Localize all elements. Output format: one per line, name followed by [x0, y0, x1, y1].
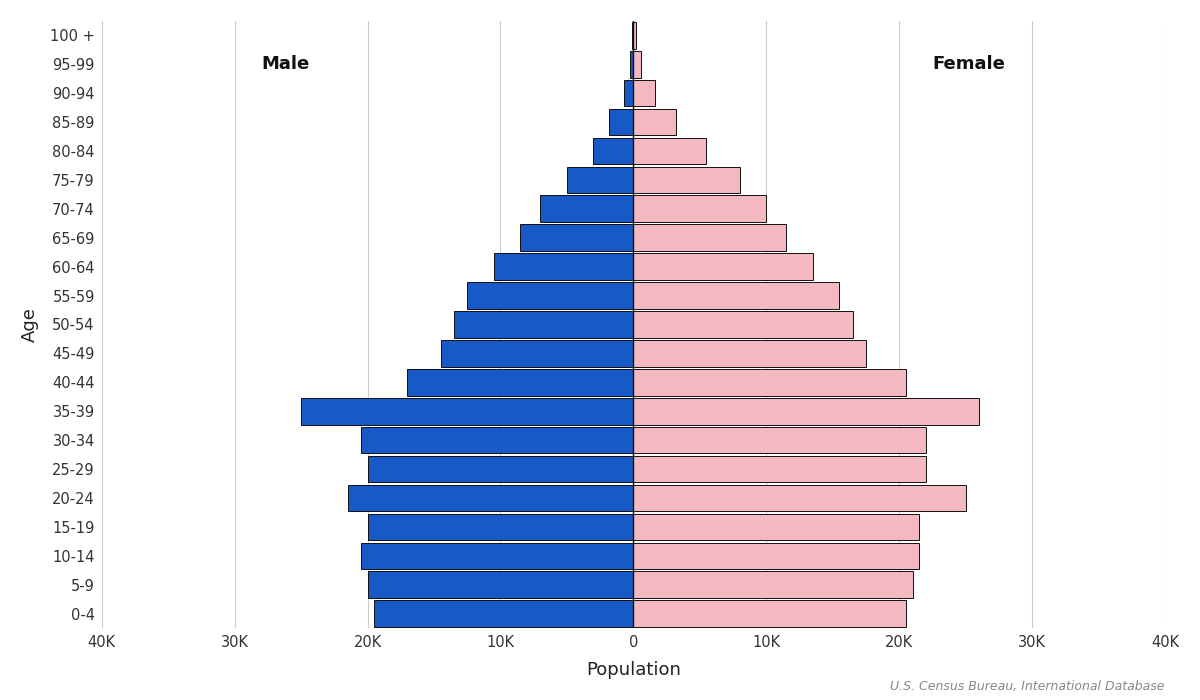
Bar: [594, 138, 634, 164]
Bar: [634, 312, 853, 338]
Bar: [634, 484, 966, 511]
Bar: [361, 542, 634, 569]
Bar: [467, 282, 634, 309]
Bar: [630, 51, 634, 78]
Bar: [610, 108, 634, 135]
Bar: [634, 542, 919, 569]
Bar: [634, 22, 636, 48]
Bar: [634, 398, 979, 424]
Bar: [367, 514, 634, 540]
Bar: [634, 138, 707, 164]
Bar: [521, 225, 634, 251]
Bar: [540, 195, 634, 222]
Bar: [493, 253, 634, 280]
Text: Female: Female: [932, 55, 1006, 74]
Bar: [634, 225, 786, 251]
Bar: [361, 427, 634, 454]
Bar: [367, 571, 634, 598]
Bar: [634, 571, 912, 598]
Bar: [634, 167, 739, 193]
Bar: [624, 80, 634, 106]
Bar: [301, 398, 634, 424]
Text: Male: Male: [262, 55, 310, 74]
Bar: [634, 427, 926, 454]
Bar: [374, 601, 634, 627]
Bar: [634, 253, 812, 280]
Text: U.S. Census Bureau, International Database: U.S. Census Bureau, International Databa…: [889, 680, 1164, 693]
Bar: [634, 456, 926, 482]
Bar: [454, 312, 634, 338]
Bar: [634, 601, 906, 627]
Bar: [634, 108, 676, 135]
Bar: [566, 167, 634, 193]
Bar: [634, 195, 767, 222]
X-axis label: Population: Population: [586, 662, 680, 679]
Bar: [407, 369, 634, 396]
Bar: [634, 340, 866, 367]
Bar: [348, 484, 634, 511]
Bar: [634, 369, 906, 396]
Bar: [634, 80, 655, 106]
Bar: [634, 51, 641, 78]
Bar: [440, 340, 634, 367]
Y-axis label: Age: Age: [20, 307, 38, 342]
Bar: [634, 282, 840, 309]
Bar: [634, 514, 919, 540]
Bar: [367, 456, 634, 482]
